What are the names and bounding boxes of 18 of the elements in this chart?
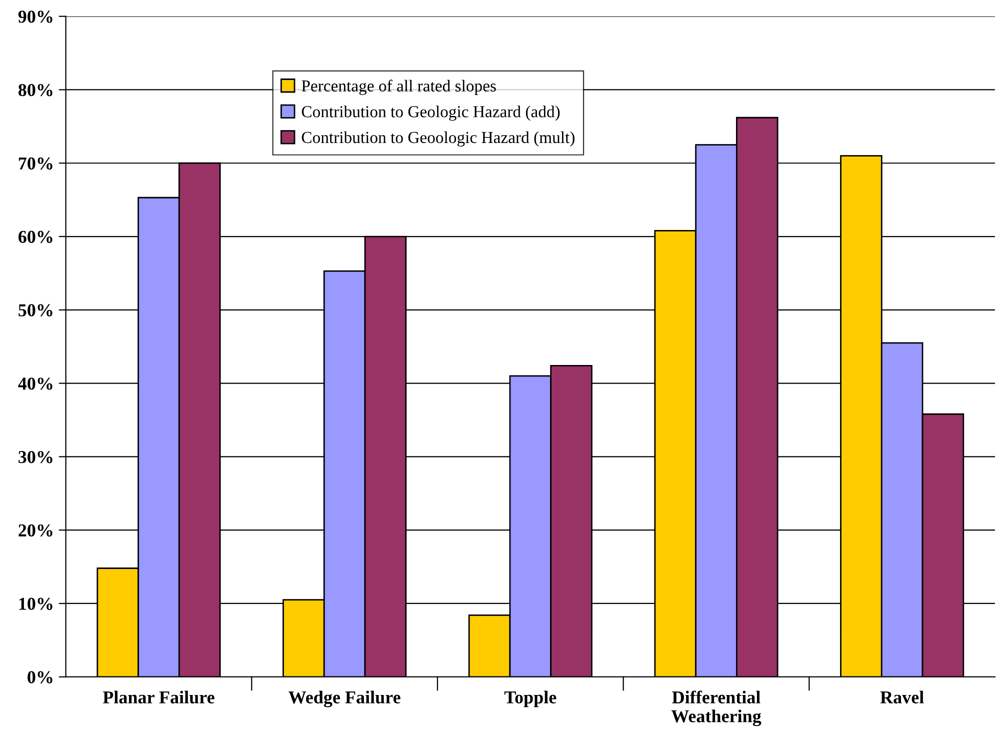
x-tick-label: Planar Failure	[102, 690, 214, 704]
y-tick-label: 60%	[18, 230, 52, 244]
x-tick-label: Wedge Failure	[288, 690, 400, 708]
y-tick-label: 20%	[18, 524, 52, 537]
y-tick-label: 90%	[18, 10, 52, 23]
y-tick-label: 30%	[18, 450, 52, 464]
y-tick-label: 50%	[18, 304, 52, 316]
x-tick-label: Differential Weathering	[671, 690, 762, 726]
y-tick-label: 40%	[18, 378, 52, 390]
legend-label: Contribution to Geoologic Hazard (mult)	[302, 131, 574, 147]
y-tick-label: 0%	[28, 671, 52, 684]
x-tick-label: Topple	[504, 690, 556, 708]
legend-label: Contribution to Geologic Hazard (add)	[302, 106, 560, 121]
y-tick-label: 70%	[18, 157, 52, 170]
y-tick-label: 10%	[19, 598, 52, 610]
legend-label: Percentage of all rated slopes	[302, 80, 496, 96]
y-tick-label: 80%	[18, 84, 52, 96]
x-tick-label: Ravel	[880, 690, 924, 704]
